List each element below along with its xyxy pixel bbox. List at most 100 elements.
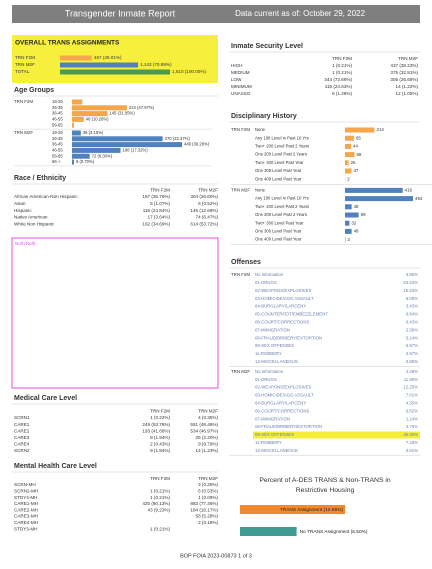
cell: 74 (6.47%) [196,215,219,220]
value-label: TRANS Assignment (12.06%) [280,507,344,513]
category-label: 66 + [52,159,61,164]
null-box [11,237,219,389]
value-label: No TRANS Assignment (6.50%) [300,529,368,535]
cell: 14 (1.23%) [196,448,219,453]
cell: 9 (1.94%) [150,448,170,453]
offense-value: 3.85% [406,272,418,277]
offense-label: 08-FRAUD/BRIBERY/EXTORTION [255,424,322,429]
bar [345,228,352,234]
cell: 14 (1.22%) [396,84,419,89]
value-label: 467 (29.01%) [94,55,122,60]
value-label: 72 (6.30%) [92,153,113,158]
value-label: 2 [347,176,350,181]
cell: 12 (1.05%) [396,91,419,96]
cell: 6 (1.28%) [332,91,352,96]
column-header: TRN M2F [198,187,218,192]
null-label: Null (Null) [15,241,36,246]
offense-label: 13-MISCELLANEOUS [255,448,298,453]
offense-label: 03-HOMICIDE/AGG ASSAULT [255,393,314,398]
cell: 184 (16.17%) [190,507,218,512]
offense-value: 2.36% [406,327,418,332]
cell: 534 (46.97%) [190,428,218,433]
row-label: SCRN2-MH [14,489,38,494]
cell: 551 (48.46%) [190,422,218,427]
header-bar [12,5,420,23]
bar [345,160,349,166]
bar [345,135,354,141]
offense-value: 6.00% [406,296,418,301]
category-label: One 200 Level Past 2 Years [255,212,307,217]
offense-value: 0.86% [406,359,418,364]
offense-label: 08-FRAUD/BRIBERY/EXTORTION [255,335,322,340]
category-label: 56-65 [52,122,63,127]
cell: 25 (2.20%) [196,435,219,440]
cell: 4 (0.35%) [198,415,218,420]
value-label: 214 [376,127,384,132]
category-label: None [255,127,266,132]
offense-value: 0.52% [406,408,418,413]
cell: 1 (0.09%) [198,495,218,500]
offense-value: 1.14% [406,416,418,421]
row-label: STDY4-MH [14,495,37,500]
bar [60,69,170,75]
overall-highlight [12,35,218,83]
category-label: 26-35 [52,136,63,141]
row-label: CARE2-MH [14,507,38,512]
cell: 1 (0.22%) [150,415,170,420]
category-label: One 300 Level Past Year [255,229,302,234]
offense-value: 4.55% [406,401,418,406]
offense-value: 11.90% [404,377,418,382]
value-label: 370 (32.37%) [165,136,191,141]
offense-label: 02-WEAPONS/EXPLOSIVES [255,288,311,293]
cell: 9 (1.94%) [150,435,170,440]
offense-value: 3.43% [406,304,418,309]
cell: 43 (9.23%) [148,507,171,512]
cell: 167 (35.76%) [142,194,170,199]
cell: 115 (24.63%) [325,84,353,89]
row-label: SCRN-MH [14,482,36,487]
offense-label: 13-MISCELLANEOUS [255,359,298,364]
category-label: One 400 Level Past Year [255,176,302,181]
offense-label: 07-IMMIGRATION [255,327,290,332]
value-label: 48 [354,229,359,234]
offense-label: 11-ROBBERY [255,440,282,445]
cell: 5 (1.07%) [150,201,170,206]
cell: 420 (90.13%) [142,501,170,506]
cell: 883 (77.46%) [190,501,218,506]
value-label: 65 [356,135,361,140]
offense-label: 09-SEX OFFENSES [255,432,294,437]
section-title: Restrictive Housing [296,487,355,494]
offense-label: 07-IMMIGRATION [255,416,290,421]
cell: 3 (0.26%) [198,482,218,487]
row-label: White Non Hispanic [14,221,55,226]
bar [345,204,352,210]
category-label: 46-55 [52,148,63,153]
bar [72,136,163,142]
cell: 305 (26.68%) [390,77,418,82]
cell: 1 (0.21%) [150,489,170,494]
offense-value: 45.80% [403,432,418,437]
bar [240,505,345,514]
row-label: African American-Non Hispanic [14,194,78,199]
bar [72,159,74,165]
value-label: 26 [351,160,356,165]
value-label: 44 [353,144,358,149]
category-label: One 200 Level Past 2 Years [255,152,307,157]
offense-value: 3.76% [406,424,418,429]
offense-label: 01-DRUGS [255,280,277,285]
value-label: 36 (3.15%) [83,130,104,135]
offense-label: 04-BURGLARY/LARCENY [255,401,306,406]
group-label: TRN F2M [231,127,250,132]
bar [60,55,92,61]
offense-label: 06-COURT/CORRECTIONS [255,320,309,325]
offense-value: 0.61% [406,448,418,453]
row-label: Asian [14,201,26,206]
bar [345,152,355,158]
cell: 375 (32.81%) [390,70,418,75]
footer: BOP FOIA 2023-00873 1 of 3 [180,553,252,559]
bar [240,527,297,536]
cell: 1 (0.21%) [150,495,170,500]
offense-value: 53.53% [403,280,418,285]
section-title: Offenses [231,259,261,266]
